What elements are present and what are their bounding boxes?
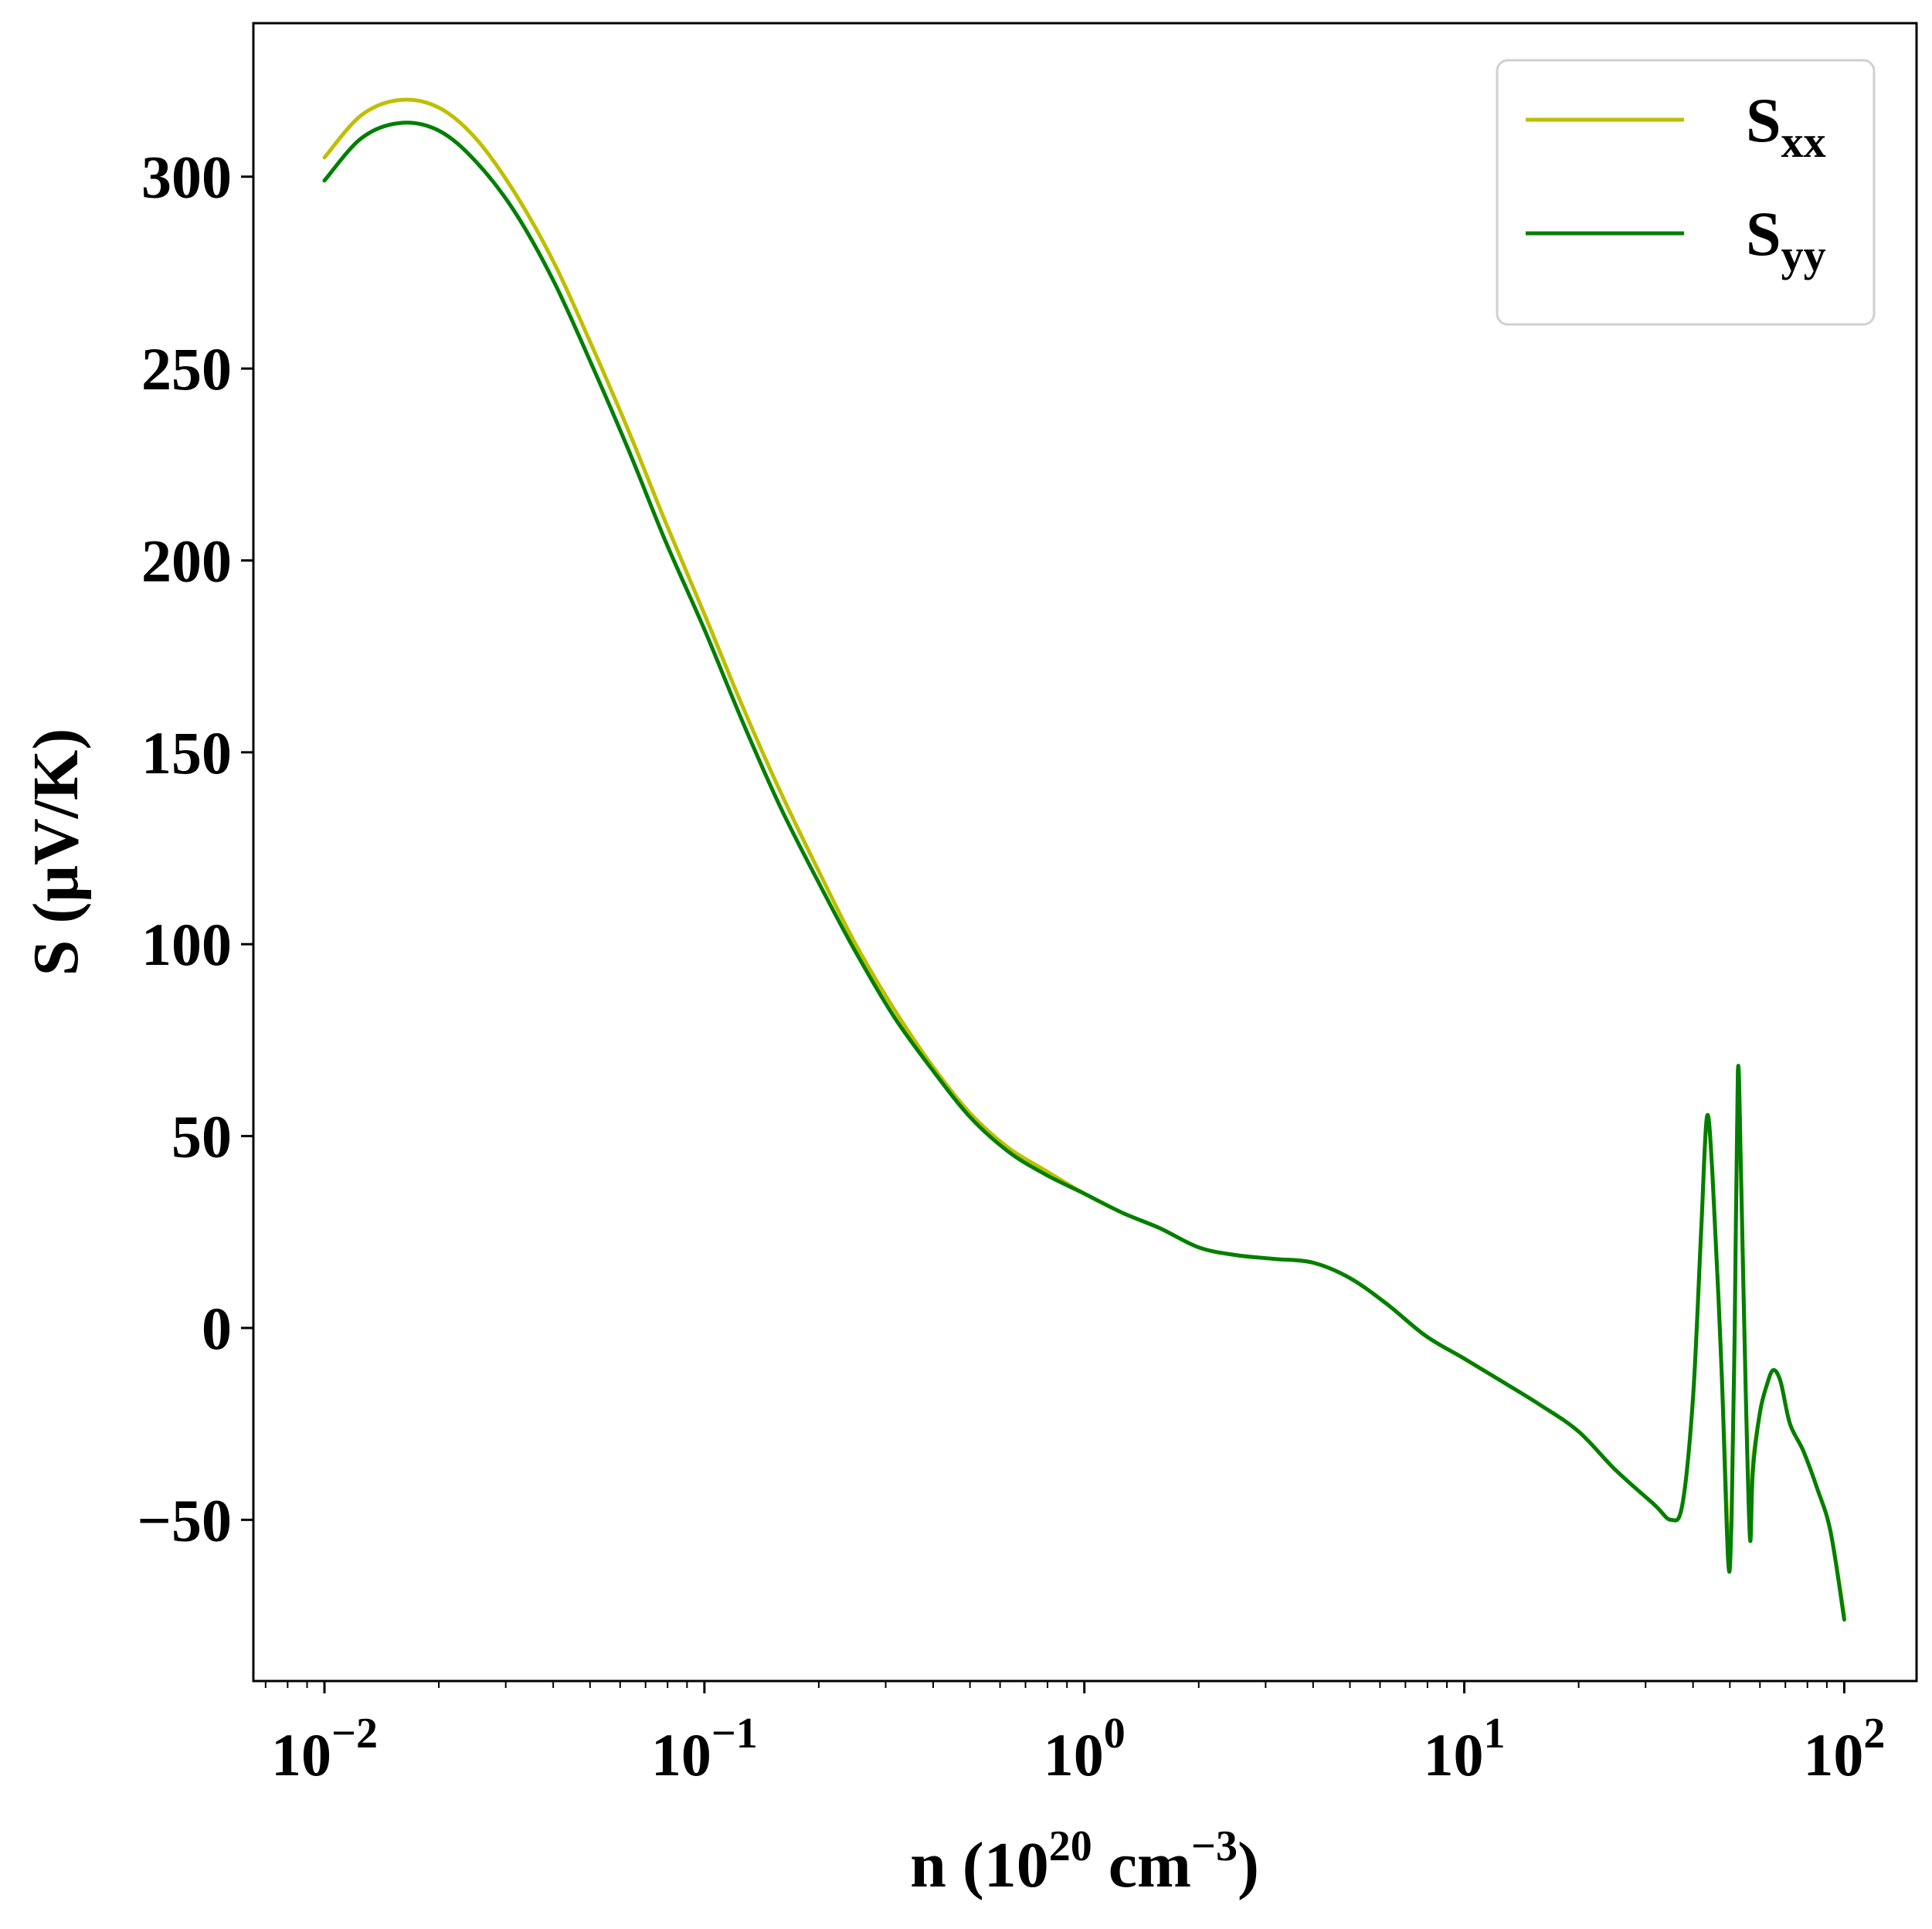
- series-line-yy: [322, 121, 1846, 1622]
- x-axis: 10−2 10−1 100 101 102: [264, 1681, 1885, 1788]
- x-axis-title-unit: cm: [1092, 1829, 1191, 1901]
- legend-label-sxx: Sxx: [1746, 85, 1826, 167]
- legend-box: [1496, 59, 1876, 326]
- x-axis-title-unit-exponent: −3: [1191, 1822, 1238, 1870]
- x-tick-base: 10: [271, 1721, 331, 1788]
- y-tick-label: 250: [141, 335, 232, 402]
- y-tick-label: 0: [202, 1295, 232, 1362]
- x-tick-base: 10: [651, 1721, 711, 1788]
- y-tick-label: 100: [141, 911, 232, 978]
- legend-label-sxx-main: S: [1746, 85, 1781, 155]
- y-tick-label: 300: [141, 144, 232, 211]
- x-tick-label: 100: [1044, 1710, 1126, 1788]
- y-tick-label: 200: [141, 527, 232, 594]
- y-axis: −50 0 50 100 150 200 250 300: [138, 144, 253, 1554]
- legend-label-sxx-sub: xx: [1781, 117, 1826, 167]
- x-tick-label: 101: [1424, 1710, 1506, 1788]
- series-layer: [322, 97, 1846, 1622]
- legend-label-syy-sub: yy: [1781, 230, 1826, 280]
- x-tick-base: 10: [1424, 1721, 1484, 1788]
- legend: Sxx Syy: [1496, 59, 1876, 326]
- x-tick-label: 10−2: [271, 1710, 378, 1788]
- x-tick-label: 102: [1803, 1710, 1885, 1788]
- x-tick-exponent: 0: [1104, 1710, 1126, 1757]
- x-tick-base: 10: [1803, 1721, 1863, 1788]
- x-tick-base: 10: [1044, 1721, 1104, 1788]
- y-tick-label: −50: [138, 1486, 232, 1554]
- y-tick-label: 50: [171, 1103, 232, 1170]
- x-tick-exponent: −1: [711, 1710, 758, 1757]
- legend-label-syy-main: S: [1746, 199, 1781, 269]
- legend-label-syy: Syy: [1746, 199, 1826, 280]
- x-axis-title-close: ): [1238, 1829, 1259, 1901]
- x-axis-title-exponent: 20: [1049, 1822, 1092, 1870]
- x-tick-exponent: −2: [331, 1710, 378, 1757]
- x-tick-exponent: 2: [1863, 1710, 1885, 1757]
- x-axis-title-base: n (10: [910, 1829, 1049, 1901]
- y-axis-title: S (μV/K): [20, 728, 92, 976]
- x-tick-label: 10−1: [651, 1710, 758, 1788]
- x-axis-title: n (1020 cm−3): [910, 1822, 1259, 1901]
- y-tick-label: 150: [141, 719, 232, 786]
- x-tick-exponent: 1: [1484, 1710, 1506, 1757]
